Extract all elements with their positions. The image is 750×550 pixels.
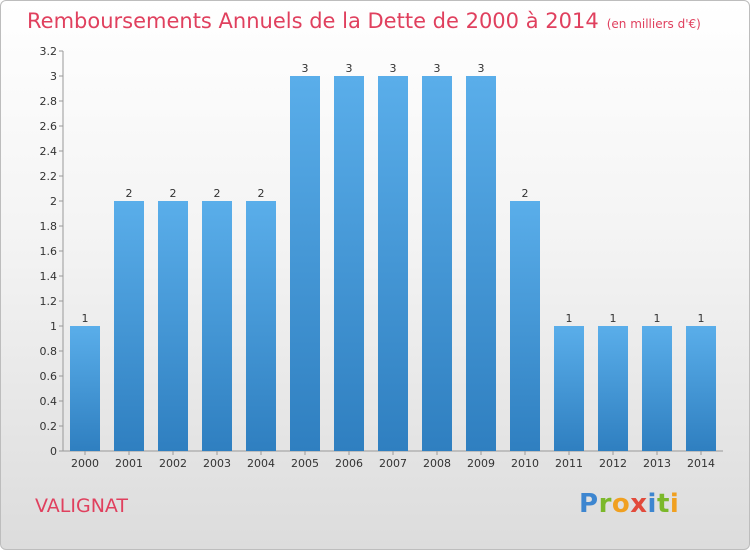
- x-tick-label: 2014: [687, 457, 715, 470]
- x-tick-label: 2000: [71, 457, 99, 470]
- data-label: 1: [654, 312, 661, 325]
- data-label: 3: [434, 62, 441, 75]
- x-tick-label: 2010: [511, 457, 539, 470]
- x-tick-label: 2009: [467, 457, 495, 470]
- data-label: 3: [478, 62, 485, 75]
- bar: [510, 201, 540, 451]
- bar: [642, 326, 672, 451]
- proxiti-logo: Proxiti: [579, 489, 680, 519]
- data-label: 3: [302, 62, 309, 75]
- x-tick-label: 2003: [203, 457, 231, 470]
- bar: [158, 201, 188, 451]
- x-tick-label: 2004: [247, 457, 275, 470]
- commune-name: VALIGNAT: [35, 495, 129, 517]
- x-tick-label: 2013: [643, 457, 671, 470]
- data-label: 3: [390, 62, 397, 75]
- bar: [598, 326, 628, 451]
- x-tick-label: 2012: [599, 457, 627, 470]
- x-tick-label: 2011: [555, 457, 583, 470]
- y-tick-label: 0.4: [40, 395, 58, 408]
- x-tick-label: 2005: [291, 457, 319, 470]
- data-label: 1: [610, 312, 617, 325]
- y-tick-label: 1.6: [40, 245, 58, 258]
- y-tick-label: 0.6: [40, 370, 58, 383]
- chart-title: Remboursements Annuels de la Dette de 20…: [27, 9, 701, 33]
- y-tick-label: 2.4: [40, 145, 58, 158]
- data-label: 2: [214, 187, 221, 200]
- title-unit: (en milliers d'€): [606, 17, 701, 31]
- y-tick-label: 2.2: [40, 170, 58, 183]
- data-label: 1: [698, 312, 705, 325]
- bar: [554, 326, 584, 451]
- x-tick-label: 2007: [379, 457, 407, 470]
- bar: [422, 76, 452, 451]
- y-tick-label: 1.2: [40, 295, 58, 308]
- y-tick-label: 0: [50, 445, 57, 458]
- y-tick-label: 3.2: [40, 45, 58, 58]
- x-tick-label: 2008: [423, 457, 451, 470]
- data-label: 3: [346, 62, 353, 75]
- y-tick-label: 1: [50, 320, 57, 333]
- y-tick-label: 1.8: [40, 220, 58, 233]
- x-tick-label: 2001: [115, 457, 143, 470]
- bar: [290, 76, 320, 451]
- bar: [466, 76, 496, 451]
- y-tick-label: 0.2: [40, 420, 58, 433]
- y-tick-label: 0.8: [40, 345, 58, 358]
- x-tick-label: 2006: [335, 457, 363, 470]
- bar: [246, 201, 276, 451]
- data-label: 2: [522, 187, 529, 200]
- bar: [334, 76, 364, 451]
- bar: [202, 201, 232, 451]
- bar: [70, 326, 100, 451]
- x-tick-label: 2002: [159, 457, 187, 470]
- data-label: 2: [170, 187, 177, 200]
- y-tick-label: 1.4: [40, 270, 58, 283]
- bar: [378, 76, 408, 451]
- bar: [686, 326, 716, 451]
- data-label: 1: [82, 312, 89, 325]
- y-tick-label: 3: [50, 70, 57, 83]
- bar: [114, 201, 144, 451]
- y-tick-label: 2.8: [40, 95, 58, 108]
- y-tick-label: 2: [50, 195, 57, 208]
- data-label: 1: [566, 312, 573, 325]
- data-label: 2: [258, 187, 265, 200]
- title-text: Remboursements Annuels de la Dette de 20…: [27, 9, 599, 33]
- data-label: 2: [126, 187, 133, 200]
- y-tick-label: 2.6: [40, 120, 58, 133]
